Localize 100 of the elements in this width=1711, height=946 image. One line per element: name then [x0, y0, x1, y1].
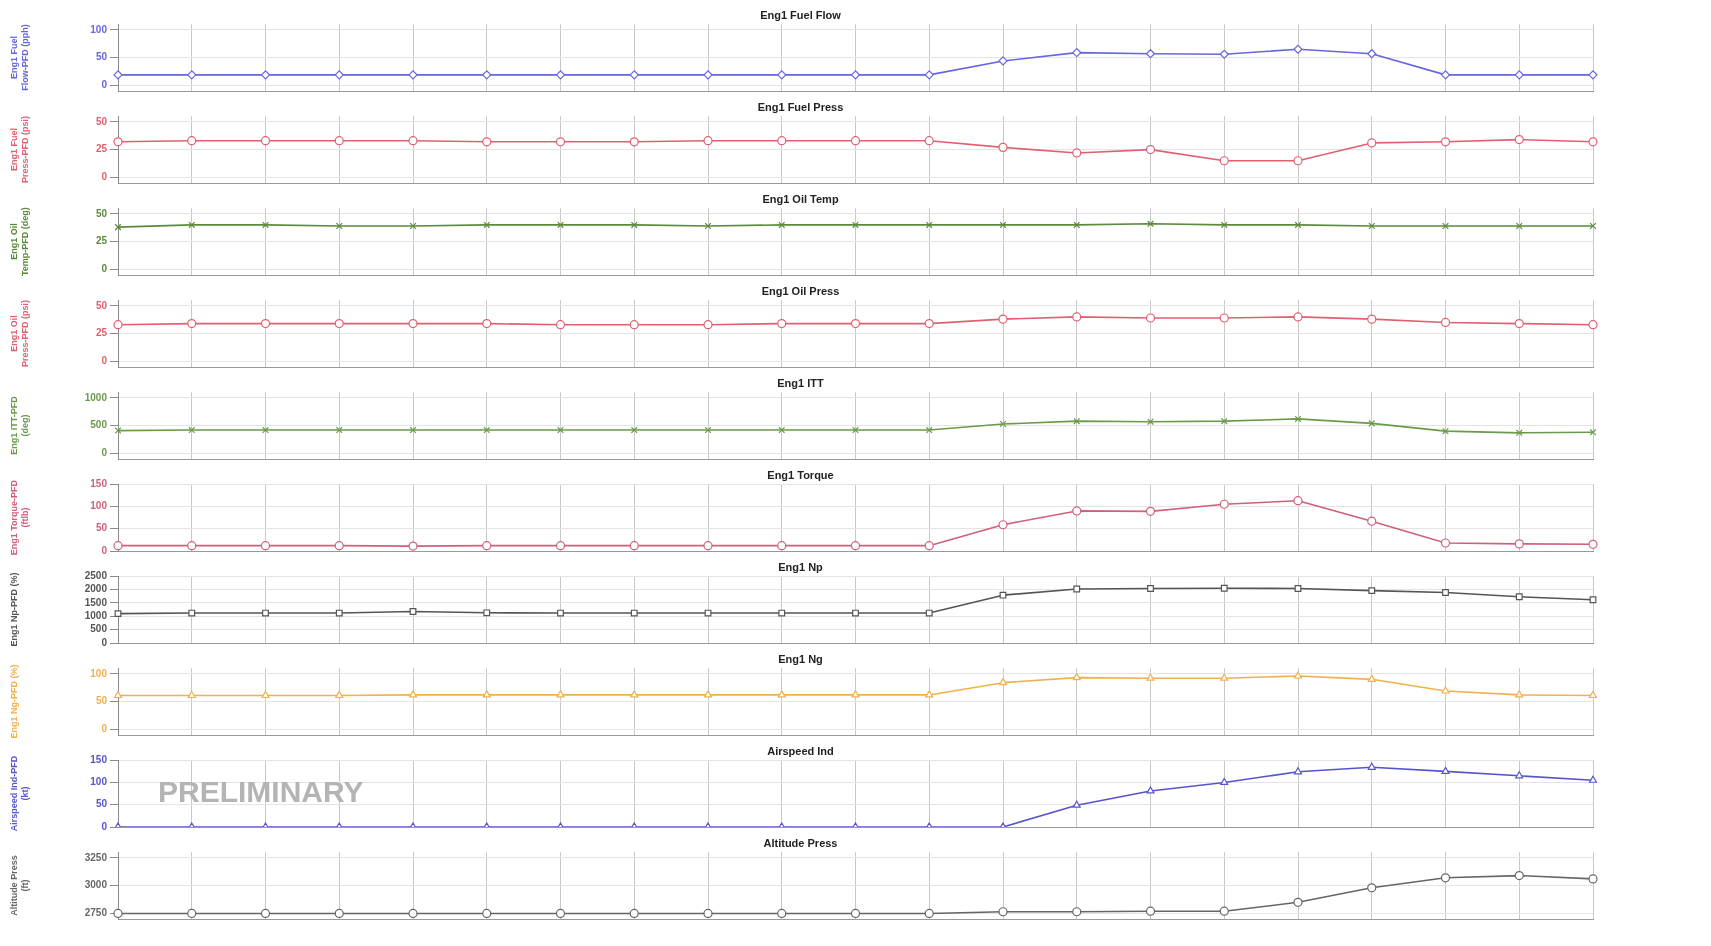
y-axis-title: Eng1 Fuel Press-PFD (psi) [8, 116, 30, 184]
point [629, 320, 639, 330]
point [703, 908, 713, 919]
point [188, 609, 196, 617]
point [1219, 313, 1229, 323]
y-tick-label: 0 [101, 447, 108, 459]
y-tick-label: 25 [95, 235, 108, 247]
point [629, 137, 639, 147]
point [1514, 70, 1524, 80]
point [187, 136, 197, 146]
point [1220, 777, 1229, 786]
point [1147, 585, 1154, 592]
point [1588, 137, 1598, 147]
y-tick-label: 0 [101, 171, 108, 183]
point [777, 908, 787, 919]
y-tick-label: 50 [95, 522, 108, 534]
point [114, 427, 122, 435]
point [1219, 906, 1229, 916]
point [1588, 874, 1598, 884]
chart-title: Altitude Press [763, 836, 838, 849]
point [260, 541, 271, 551]
chart-title: Eng1 Ng [778, 652, 823, 665]
point [1514, 539, 1524, 549]
point [482, 318, 492, 329]
point [262, 426, 269, 434]
point [1219, 499, 1229, 509]
point [852, 426, 859, 434]
y-tick-label: 0 [101, 544, 108, 556]
point [334, 908, 344, 919]
point [1293, 897, 1303, 907]
point [703, 541, 713, 551]
point [1294, 415, 1302, 423]
y-tick-label: 0 [101, 79, 108, 91]
point [703, 70, 713, 80]
point [1442, 427, 1449, 435]
y-axis-title: Eng1 Oil Press-PFD (psi) [8, 300, 30, 368]
chart-title: Eng1 Torque [767, 468, 834, 481]
point [1440, 137, 1451, 147]
point [187, 908, 197, 919]
y-axis-title: Eng1 Ng-PFD (%) [8, 664, 19, 739]
point [1367, 49, 1377, 59]
y-tick-label: 150 [90, 477, 108, 489]
point [1514, 318, 1524, 329]
point [1514, 134, 1524, 145]
y-tick-label: 50 [95, 695, 108, 707]
point [260, 70, 271, 80]
point [408, 70, 418, 80]
point [113, 137, 123, 147]
point [850, 70, 861, 80]
point [482, 541, 492, 551]
point [1588, 539, 1598, 549]
y-tick-label: 50 [95, 299, 108, 311]
point [334, 70, 344, 80]
point [482, 908, 492, 919]
point [850, 541, 861, 551]
point [483, 609, 491, 617]
point [1294, 585, 1302, 592]
point [1440, 538, 1451, 548]
point [778, 426, 786, 434]
point [998, 56, 1008, 66]
point [482, 137, 492, 147]
y-tick-label: 0 [101, 263, 108, 275]
y-tick-label: 100 [90, 776, 108, 788]
y-axis-title: Airspeed Ind-PFD (kt) [8, 755, 30, 832]
point [408, 690, 418, 698]
point [1589, 428, 1597, 436]
y-axis-title: Eng1 ITT-PFD (deg) [8, 395, 30, 455]
point [777, 70, 787, 80]
point [778, 609, 786, 617]
y-tick-label: 50 [95, 115, 108, 127]
point [850, 136, 861, 146]
point [630, 690, 639, 698]
point [335, 690, 344, 699]
point [629, 70, 639, 80]
y-tick-label: 100 [90, 667, 108, 679]
point [335, 426, 343, 434]
y-tick-label: 25 [95, 143, 108, 155]
y-tick-label: 2750 [84, 907, 108, 919]
point [187, 70, 197, 80]
point [1293, 44, 1303, 54]
point [1441, 766, 1450, 774]
point [924, 318, 934, 329]
y-axis-title: Eng1 Np-PFD (%) [8, 572, 19, 647]
point [408, 136, 418, 146]
point [1145, 313, 1156, 323]
point [1072, 800, 1081, 808]
point [1367, 674, 1376, 682]
y-tick-label: 25 [95, 327, 108, 339]
point [777, 541, 787, 551]
point [924, 541, 934, 551]
point [1440, 317, 1451, 328]
point [1220, 584, 1228, 592]
chart-title: Eng1 Oil Temp [762, 192, 839, 205]
point [555, 541, 566, 551]
point [555, 320, 566, 330]
point [777, 136, 787, 146]
y-tick-label: 0 [101, 636, 108, 648]
point [557, 426, 564, 434]
point [1589, 596, 1597, 604]
point [998, 678, 1008, 686]
